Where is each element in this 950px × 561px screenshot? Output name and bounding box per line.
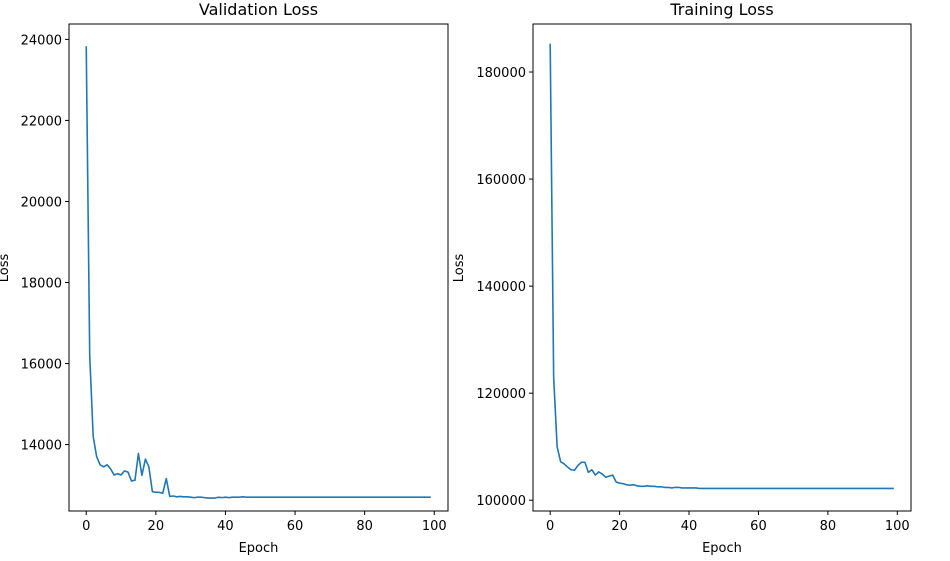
x-tick-label: 40 [217,519,234,534]
y-tick-label: 100000 [476,494,526,509]
chart-title: Training Loss [669,0,773,19]
x-tick-label: 80 [820,519,837,534]
plot-area [549,43,894,490]
y-tick-label: 22000 [21,114,62,129]
ticks: 0 20 40 60 80 100 100000 120000 140000 160000 1800… [476,66,909,534]
x-tick-label: 100 [422,519,447,534]
series-line [85,46,431,499]
y-tick-label: 16000 [21,358,62,373]
x-tick-label: 60 [750,519,767,534]
y-axis-label: Loss [452,254,467,283]
y-tick-label: 24000 [21,33,62,48]
y-tick-label: 18000 [21,276,62,291]
plot-area [85,46,431,499]
y-tick-label: 120000 [476,387,526,402]
x-axis-label: Epoch [239,541,279,556]
plot-frame [532,23,912,512]
training-loss-chart: Training Loss 0 20 40 60 80 100 100000 120000 14… [452,0,912,556]
plot-frame [68,23,449,512]
series-line [549,43,894,490]
x-tick-label: 0 [546,519,554,534]
x-tick-label: 100 [885,519,910,534]
y-tick-label: 20000 [21,195,62,210]
y-tick-label: 140000 [476,280,526,295]
x-tick-label: 60 [287,519,304,534]
y-tick-label: 160000 [476,173,526,188]
validation-loss-chart: Validation Loss 0 20 40 60 80 100 14000 16000 18… [0,0,449,556]
x-tick-label: 20 [611,519,628,534]
chart-title: Validation Loss [199,0,318,19]
y-tick-label: 14000 [21,439,62,454]
x-tick-label: 40 [681,519,698,534]
y-tick-label: 180000 [476,66,526,81]
x-tick-label: 80 [356,519,373,534]
x-axis-label: Epoch [702,541,742,556]
x-tick-label: 20 [148,519,165,534]
x-tick-label: 0 [82,519,90,534]
y-axis-label: Loss [0,254,12,283]
ticks: 0 20 40 60 80 100 14000 16000 18000 20000 22000 240… [21,33,447,534]
